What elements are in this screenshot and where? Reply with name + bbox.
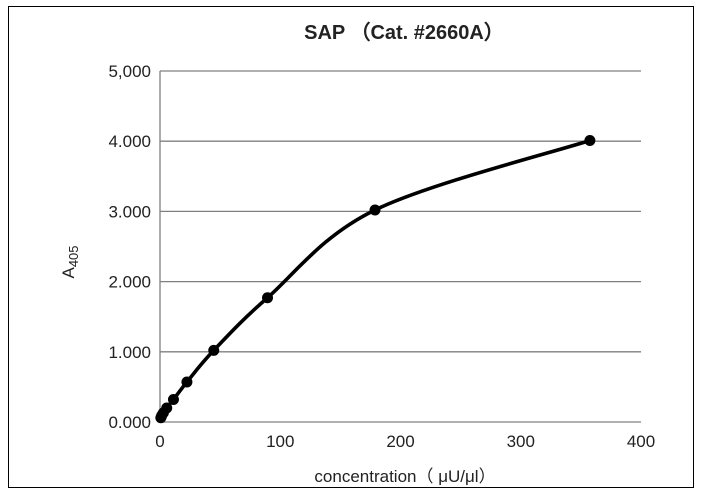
y-tick-label: 5,000 bbox=[108, 62, 151, 81]
gridlines bbox=[160, 70, 641, 353]
y-axis-label-main: A bbox=[59, 267, 78, 279]
x-tick-label: 300 bbox=[507, 432, 535, 451]
y-axis-label-subscript: 405 bbox=[66, 245, 81, 267]
x-axis-label: concentration（ μU/μl） bbox=[314, 467, 495, 486]
data-point bbox=[208, 344, 220, 356]
data-point bbox=[161, 402, 173, 414]
data-point bbox=[584, 134, 596, 146]
y-tick-label: 4.000 bbox=[108, 132, 151, 151]
data-point bbox=[262, 292, 274, 304]
y-tick-label: 3.000 bbox=[108, 202, 151, 221]
x-tick-labels: 0 100 200 300 400 bbox=[155, 432, 655, 451]
x-tick-label: 0 bbox=[155, 432, 164, 451]
y-axis-label: A405 bbox=[59, 245, 81, 278]
y-tick-labels: 0.000 1.000 2.000 3.000 4.000 5,000 bbox=[108, 62, 151, 432]
y-tick-label: 1.000 bbox=[108, 343, 151, 362]
axes bbox=[159, 71, 641, 423]
chart-title: SAP （Cat. #2660A） bbox=[304, 21, 504, 44]
series-line bbox=[159, 138, 592, 420]
data-point bbox=[167, 394, 179, 406]
x-tick-label: 400 bbox=[627, 432, 655, 451]
data-point bbox=[369, 204, 381, 216]
x-tick-label: 200 bbox=[386, 432, 414, 451]
y-tick-label: 0.000 bbox=[108, 413, 151, 432]
x-tick-label: 100 bbox=[266, 432, 294, 451]
data-points bbox=[155, 134, 596, 424]
data-point bbox=[181, 376, 193, 388]
chart-frame bbox=[8, 6, 694, 488]
y-tick-label: 2.000 bbox=[108, 273, 151, 292]
